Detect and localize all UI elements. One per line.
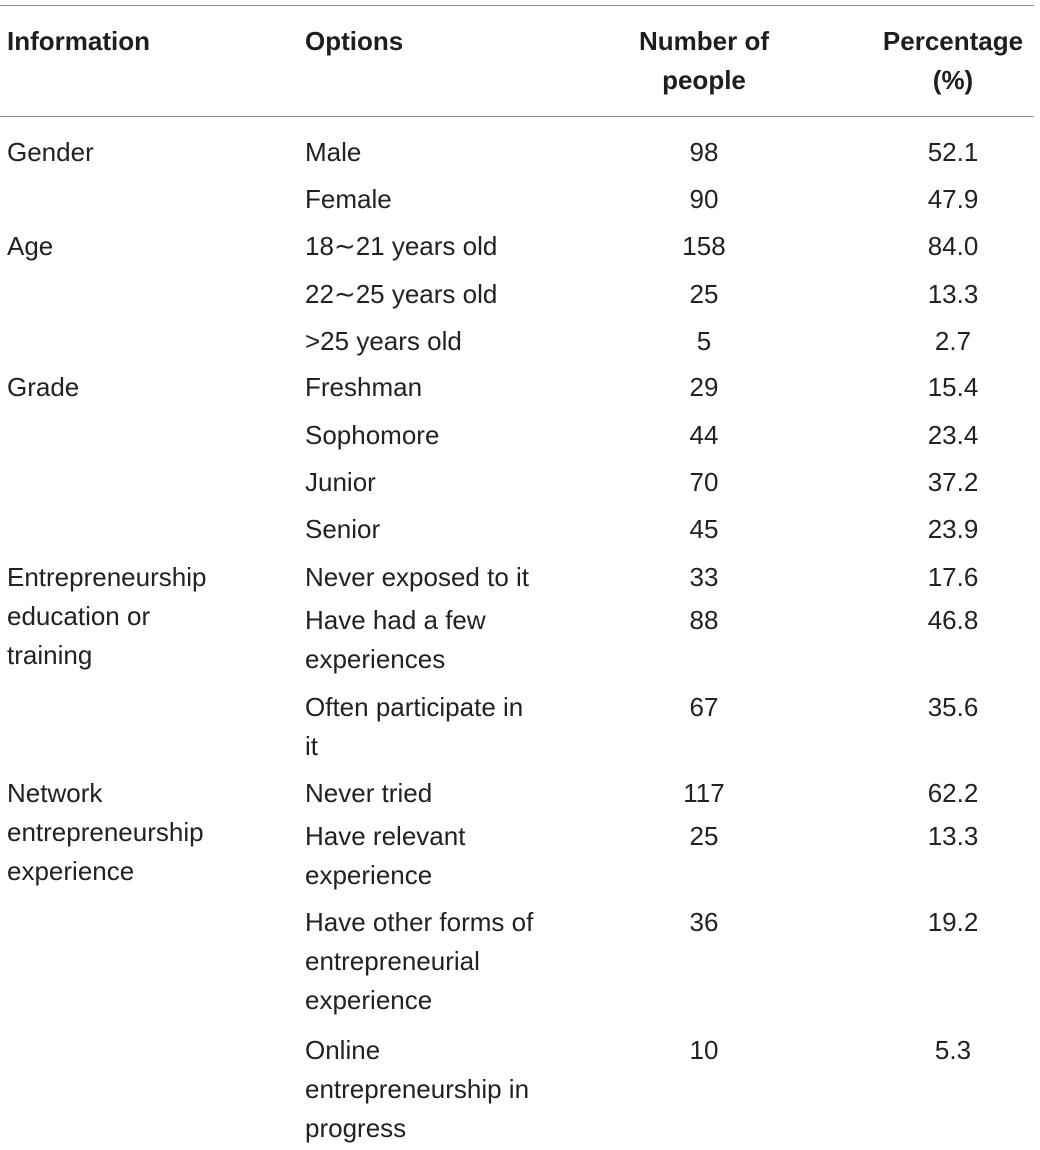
option-cell: Freshman: [305, 368, 575, 407]
header-number-line2: people: [662, 65, 746, 95]
option-line: Senior: [305, 514, 381, 544]
group-grade: Grade: [7, 372, 80, 402]
header-percentage-line2: (%): [932, 65, 974, 95]
option-cell: Never exposed to it: [305, 558, 575, 597]
group-edu-line3: training: [7, 640, 93, 670]
number-cell: 45: [689, 514, 719, 544]
header-percentage-line1: Percentage: [882, 26, 1024, 56]
option-line: Male: [305, 137, 362, 167]
number-cell: 70: [689, 467, 719, 497]
option-cell: Have relevant experience: [305, 817, 575, 895]
option-cell: Senior: [305, 510, 575, 549]
option-cell: Often participate in it: [305, 688, 575, 766]
percentage-cell: 17.6: [927, 562, 979, 592]
group-age: Age: [7, 231, 54, 261]
option-line: Never exposed to it: [305, 562, 530, 592]
header-number-of-people: Number of people: [598, 22, 810, 100]
option-cell: Female: [305, 180, 575, 219]
percentage-cell: 19.2: [927, 907, 979, 937]
percentage-cell: 13.3: [927, 821, 979, 851]
percentage-cell: 37.2: [927, 467, 979, 497]
group-gender: Gender: [7, 137, 94, 167]
group-edu-line1: Entrepreneurship: [7, 562, 207, 592]
option-line: progress: [305, 1113, 407, 1143]
group-entrepreneurship-education: Entrepreneurship education or training: [7, 558, 267, 675]
option-line: Have had a few: [305, 605, 486, 635]
option-cell: Junior: [305, 463, 575, 502]
header-percentage: Percentage (%): [848, 22, 1040, 100]
table-top-rule: [0, 5, 1034, 6]
number-cell: 158: [682, 231, 726, 261]
percentage-cell: 23.9: [927, 514, 979, 544]
header-bottom-rule: [0, 116, 1034, 117]
group-network-entrepreneurship: Network entrepreneurship experience: [7, 774, 267, 891]
percentage-cell: 23.4: [927, 420, 979, 450]
option-line: >25 years old: [305, 326, 462, 356]
number-cell: 67: [689, 692, 719, 722]
header-information: Information: [7, 26, 150, 56]
number-cell: 25: [689, 279, 719, 309]
option-line: Often participate in: [305, 692, 524, 722]
number-cell: 5: [696, 326, 712, 356]
option-cell: >25 years old: [305, 322, 575, 361]
option-cell: 22∼25 years old: [305, 275, 575, 314]
option-line: Online: [305, 1035, 381, 1065]
group-net-line1: Network: [7, 778, 103, 808]
percentage-cell: 13.3: [927, 279, 979, 309]
number-cell: 36: [689, 907, 719, 937]
group-edu-line2: education or: [7, 601, 151, 631]
option-line: experience: [305, 985, 433, 1015]
option-cell: Online entrepreneurship in progress: [305, 1031, 575, 1148]
number-cell: 29: [689, 372, 719, 402]
option-cell: Sophomore: [305, 416, 575, 455]
option-line: Freshman: [305, 372, 423, 402]
option-line: Have relevant: [305, 821, 466, 851]
percentage-cell: 5.3: [934, 1035, 972, 1065]
number-cell: 117: [683, 778, 725, 808]
option-line: experiences: [305, 644, 446, 674]
percentage-cell: 35.6: [927, 692, 979, 722]
option-line: Have other forms of: [305, 907, 534, 937]
group-net-line2: entrepreneurship: [7, 817, 204, 847]
option-line: 22∼25 years old: [305, 279, 498, 309]
option-line: Female: [305, 184, 392, 214]
header-options: Options: [305, 26, 404, 56]
option-line: Sophomore: [305, 420, 440, 450]
number-cell: 44: [689, 420, 719, 450]
number-cell: 10: [689, 1035, 719, 1065]
percentage-cell: 52.1: [927, 137, 979, 167]
option-line: it: [305, 731, 318, 761]
percentage-cell: 84.0: [927, 231, 979, 261]
option-cell: Have had a few experiences: [305, 601, 575, 679]
option-line: Junior: [305, 467, 376, 497]
option-line: 18∼21 years old: [305, 231, 498, 261]
percentage-cell: 2.7: [934, 326, 972, 356]
number-cell: 25: [689, 821, 719, 851]
number-cell: 33: [689, 562, 719, 592]
option-cell: Male: [305, 133, 575, 172]
option-line: Never tried: [305, 778, 433, 808]
number-cell: 90: [689, 184, 719, 214]
option-cell: 18∼21 years old: [305, 227, 575, 266]
percentage-cell: 46.8: [927, 605, 979, 635]
percentage-cell: 47.9: [927, 184, 979, 214]
option-cell: Have other forms of entrepreneurial experi…: [305, 903, 575, 1020]
option-line: entrepreneurial: [305, 946, 480, 976]
option-cell: Never tried: [305, 774, 575, 813]
number-cell: 98: [689, 137, 719, 167]
group-net-line3: experience: [7, 856, 135, 886]
number-cell: 88: [689, 605, 719, 635]
header-number-line1: Number of: [639, 26, 769, 56]
option-line: entrepreneurship in: [305, 1074, 530, 1104]
option-line: experience: [305, 860, 433, 890]
percentage-cell: 62.2: [927, 778, 979, 808]
percentage-cell: 15.4: [927, 372, 979, 402]
